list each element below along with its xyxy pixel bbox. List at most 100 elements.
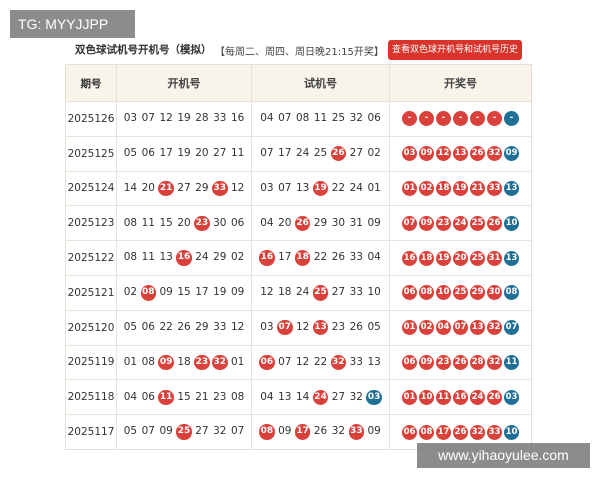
issue: 2025118 xyxy=(67,391,115,404)
issue: 2025124 xyxy=(67,182,115,195)
red-ball: 08 xyxy=(419,285,434,301)
number: 06 xyxy=(230,216,245,229)
red-ball: - xyxy=(453,111,468,127)
trial-cell: 03 07 13 19 22 24 01 xyxy=(251,171,389,206)
number: 11 xyxy=(141,216,155,229)
number: 08 xyxy=(123,216,138,229)
number: 27 xyxy=(349,146,363,159)
number: 29 xyxy=(195,320,209,333)
issue: 2025121 xyxy=(67,286,115,299)
schedule: 【每周二、周四、周日晚21:15开奖】 xyxy=(215,47,384,58)
number: 18 xyxy=(278,286,292,299)
blue-ball: 03 xyxy=(504,389,519,405)
header-row: 期号 开机号 试机号 开奖号 xyxy=(66,65,531,101)
blue-ball: 09 xyxy=(504,146,519,162)
highlighted-number: 26 xyxy=(294,215,311,232)
number: 07 xyxy=(278,112,292,125)
number: 08 xyxy=(123,251,138,264)
highlighted-number: 09 xyxy=(158,354,174,371)
number: 29 xyxy=(195,181,209,194)
issue: 2025126 xyxy=(67,112,115,125)
highlighted-number: 08 xyxy=(259,424,275,440)
red-ball: 26 xyxy=(470,146,485,162)
red-ball: 07 xyxy=(402,215,417,231)
red-ball: 21 xyxy=(470,180,485,196)
red-ball: 17 xyxy=(436,424,451,440)
number: 27 xyxy=(331,390,346,403)
number: 19 xyxy=(177,112,191,125)
red-ball: 09 xyxy=(419,146,434,162)
number: 24 xyxy=(195,251,209,264)
table: 期号 开机号 试机号 开奖号 2025126 03 07 12 19 28 33 16 04 07 08 11… xyxy=(65,64,532,450)
highlighted-number: 32 xyxy=(212,354,228,371)
red-ball: 20 xyxy=(453,250,468,266)
number: 18 xyxy=(177,355,191,368)
number: 33 xyxy=(349,251,363,264)
red-ball: 06 xyxy=(402,424,417,440)
number: 33 xyxy=(213,112,227,125)
red-ball: 32 xyxy=(487,320,502,336)
red-ball: 26 xyxy=(487,389,502,405)
number: 22 xyxy=(331,181,346,194)
red-ball: 31 xyxy=(487,250,502,266)
column-header: 开奖号 xyxy=(389,65,531,101)
number: 20 xyxy=(195,146,209,159)
open-cell: 08 11 15 20 23 30 06 xyxy=(116,206,251,241)
number: 13 xyxy=(278,390,292,403)
number: 08 xyxy=(230,390,245,403)
number: 20 xyxy=(278,216,292,229)
number: 07 xyxy=(278,355,292,368)
number: 05 xyxy=(123,146,138,159)
trial-cell: 06 07 12 22 32 33 13 xyxy=(251,345,389,380)
issue: 2025122 xyxy=(67,252,115,265)
trial-cell: 08 09 17 26 32 33 09 xyxy=(251,415,389,449)
red-ball: 10 xyxy=(419,389,434,405)
red-ball: 13 xyxy=(453,146,468,162)
number: 16 xyxy=(230,112,245,125)
highlighted-number: 16 xyxy=(176,250,192,266)
number: 13 xyxy=(159,251,173,264)
number: 03 xyxy=(260,181,274,194)
number: 08 xyxy=(141,355,155,368)
number: 22 xyxy=(313,355,328,368)
blue-ball: 11 xyxy=(504,354,519,370)
trial-cell: 07 17 24 25 26 27 02 xyxy=(251,136,389,171)
number: 17 xyxy=(278,251,292,264)
highlighted-number: 06 xyxy=(259,354,275,371)
highlighted-number: 16 xyxy=(259,250,275,266)
number: 27 xyxy=(195,425,209,438)
number: 24 xyxy=(349,181,363,194)
blue-ball: 13 xyxy=(504,250,519,266)
number: 01 xyxy=(230,355,245,368)
number: 09 xyxy=(159,425,173,438)
number: 33 xyxy=(213,320,227,333)
red-ball: - xyxy=(487,111,502,127)
red-ball: 18 xyxy=(419,250,434,266)
number: 31 xyxy=(349,216,363,229)
table-row: 2025117 05 07 09 25 27 32 07 08 09 17 26 32 33 09 06 08 1… xyxy=(66,414,531,449)
red-ball: 28 xyxy=(470,354,485,370)
number: 07 xyxy=(260,146,274,159)
red-ball: 25 xyxy=(470,250,485,266)
highlighted-number: 11 xyxy=(158,389,174,406)
open-cell: 05 06 22 26 29 33 12 xyxy=(116,310,251,345)
red-ball: 03 xyxy=(402,146,417,162)
number: 12 xyxy=(295,320,310,333)
issue: 2025117 xyxy=(67,426,115,439)
number: 12 xyxy=(260,286,274,299)
highlighted-number: 03 xyxy=(366,389,382,406)
history-button[interactable]: 查看双色球开机号和试机号历史 xyxy=(388,40,522,60)
issue: 2025119 xyxy=(67,356,115,369)
highlighted-number: 21 xyxy=(158,180,174,197)
watermark: TG: MYYJJPP xyxy=(10,10,135,38)
number: 23 xyxy=(331,320,346,333)
number: 24 xyxy=(295,146,310,159)
blue-ball: 10 xyxy=(504,215,519,231)
number: 30 xyxy=(213,216,227,229)
red-ball: 33 xyxy=(487,424,502,440)
number: 17 xyxy=(159,146,173,159)
number: 21 xyxy=(195,390,209,403)
number: 06 xyxy=(141,320,155,333)
number: 32 xyxy=(213,425,227,438)
issue: 2025120 xyxy=(67,321,115,334)
